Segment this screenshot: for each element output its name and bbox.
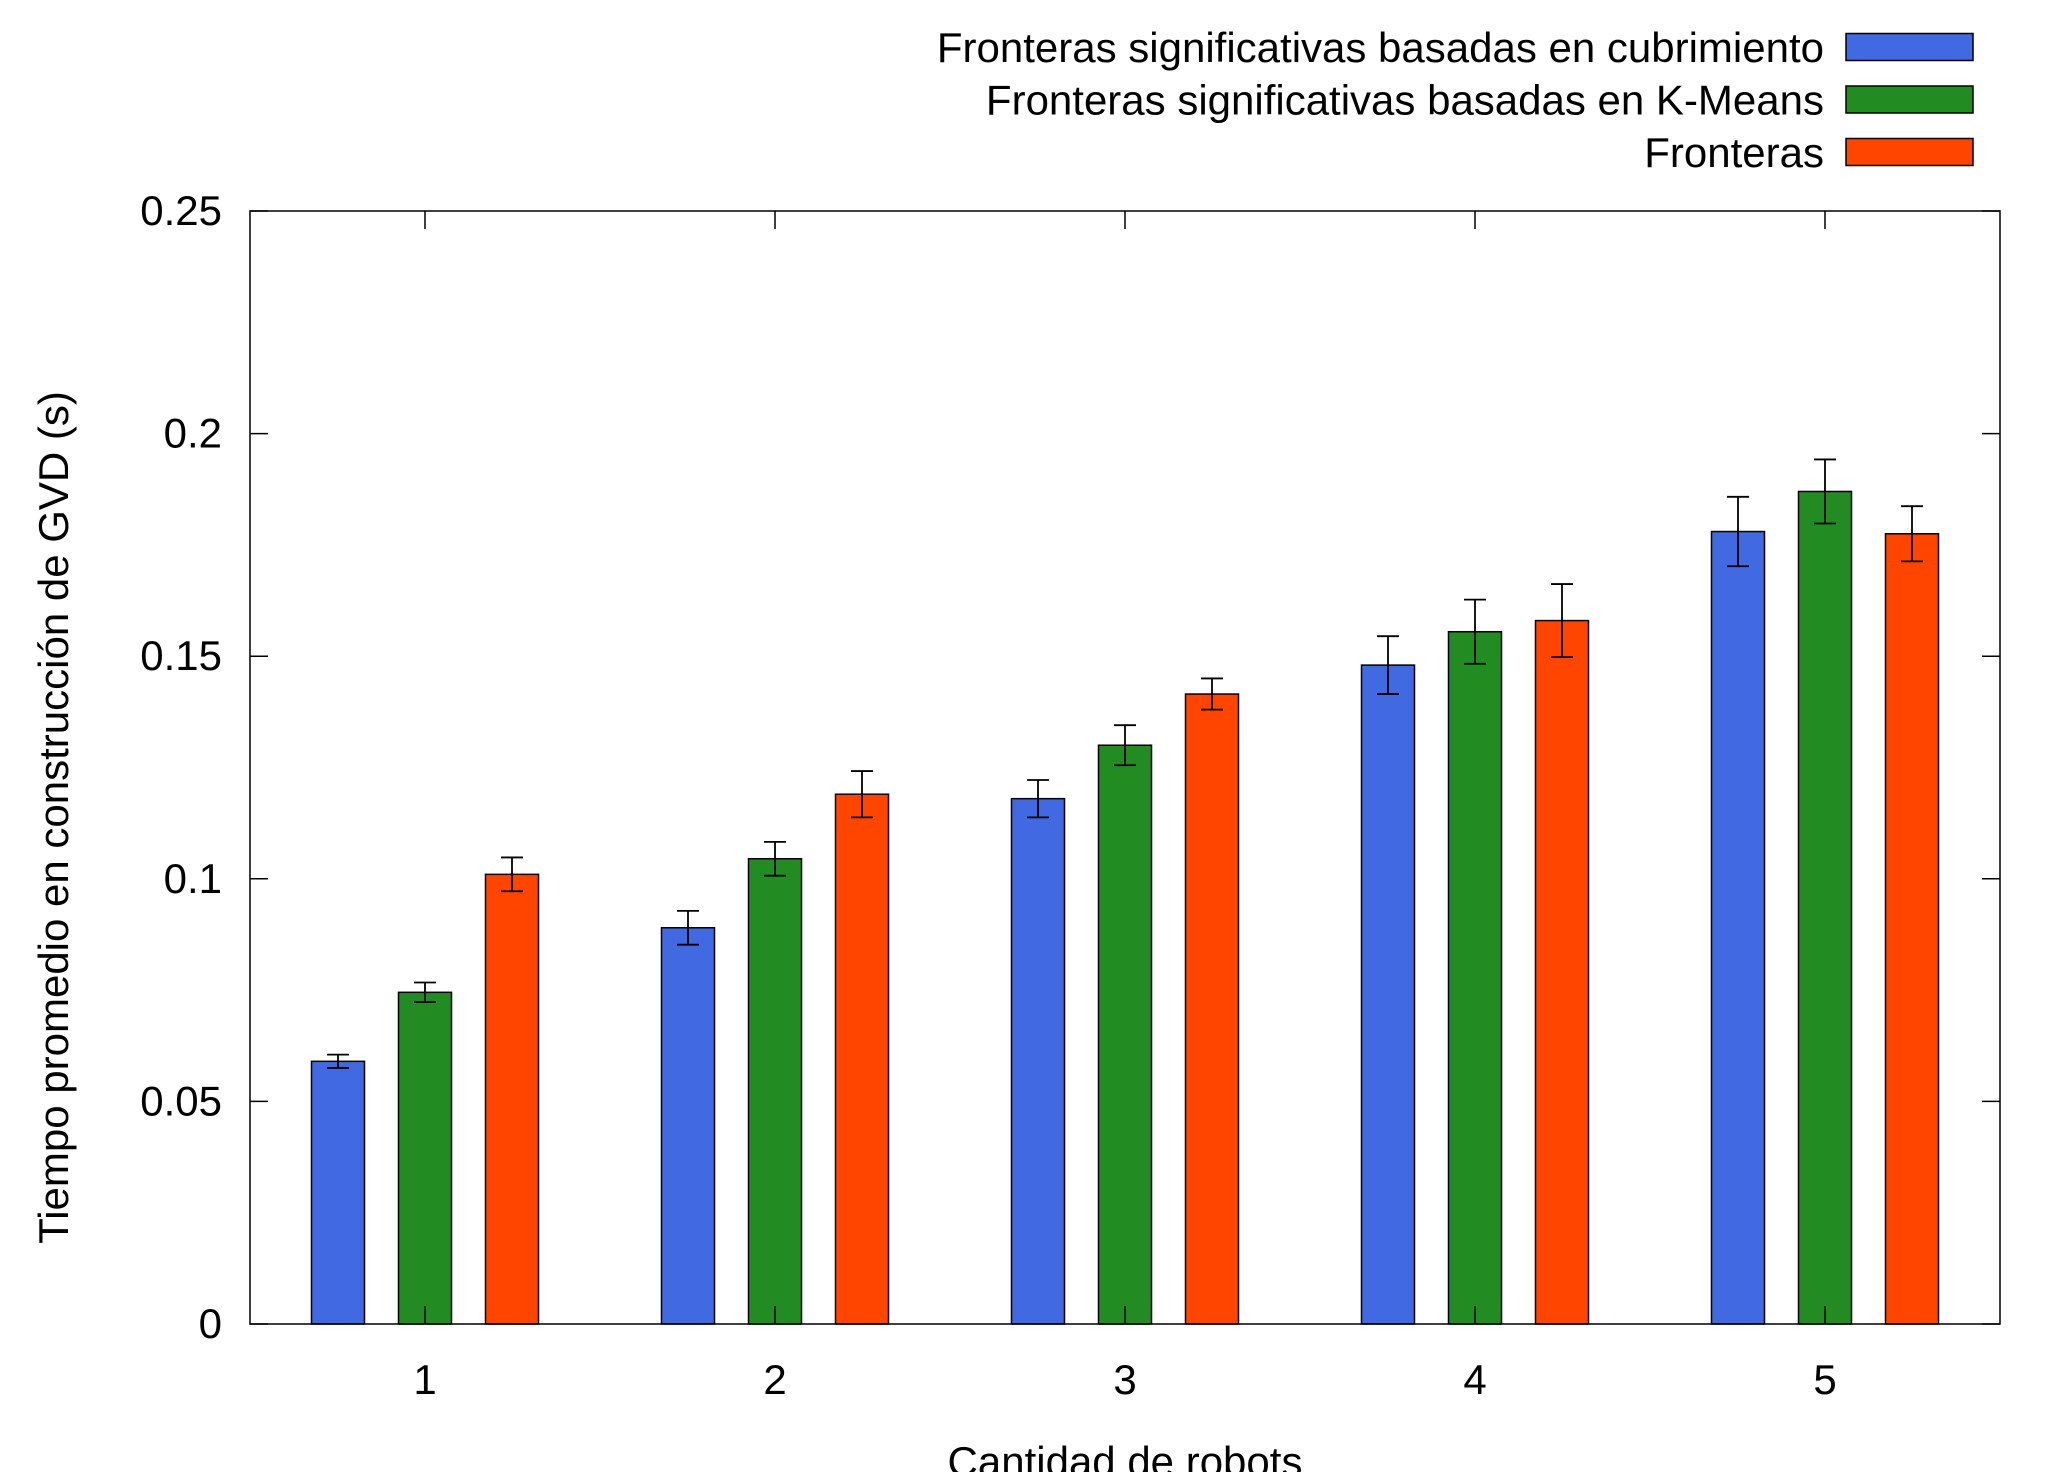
bar bbox=[1447, 630, 1503, 1325]
legend-swatch bbox=[1845, 85, 1974, 114]
y-tick-label: 0.05 bbox=[140, 1077, 222, 1124]
x-tick-label: 1 bbox=[413, 1356, 436, 1403]
y-tick-label: 0 bbox=[199, 1300, 222, 1347]
x-tick-label: 5 bbox=[1813, 1356, 1836, 1403]
x-tick-label: 3 bbox=[1113, 1356, 1136, 1403]
legend-swatch bbox=[1845, 32, 1974, 62]
legend-swatch bbox=[1845, 137, 1974, 167]
x-axis: 1 2 3 4 5 bbox=[413, 211, 1837, 1403]
y-tick-label: 0.15 bbox=[140, 632, 222, 679]
bar bbox=[310, 1060, 366, 1325]
x-tick-label: 4 bbox=[1463, 1356, 1486, 1403]
bar bbox=[1360, 664, 1416, 1325]
bar bbox=[397, 991, 453, 1325]
x-axis-label: Cantidad de robots bbox=[948, 1438, 1303, 1472]
y-tick-label: 0.25 bbox=[140, 187, 222, 234]
bar bbox=[747, 858, 803, 1325]
bar bbox=[660, 927, 716, 1325]
y-axis: 0 0.05 0.1 0.15 0.2 0.25 bbox=[140, 187, 2000, 1347]
legend-label: Fronteras bbox=[1644, 129, 1824, 176]
bar bbox=[1797, 490, 1853, 1325]
bars bbox=[310, 490, 1940, 1325]
y-axis-label: Tiempo promedio en construcción de GVD (… bbox=[30, 391, 77, 1244]
legend-label: Fronteras significativas basadas en cubr… bbox=[937, 24, 1824, 71]
x-tick-label: 2 bbox=[763, 1356, 786, 1403]
error-bars bbox=[327, 458, 1923, 1069]
legend-label: Fronteras significativas basadas en K-Me… bbox=[986, 77, 1824, 124]
bar bbox=[1010, 797, 1066, 1325]
legend: Fronteras significativas basadas en cubr… bbox=[937, 24, 1974, 176]
bar bbox=[1184, 693, 1240, 1325]
bar bbox=[1710, 530, 1766, 1325]
bar bbox=[834, 793, 890, 1325]
bar bbox=[1884, 533, 1940, 1325]
bar bbox=[1534, 619, 1590, 1325]
plot-area: 0 0.05 0.1 0.15 0.2 0.25 1 2 3 4 5 bbox=[140, 187, 2001, 1403]
bar bbox=[1097, 744, 1153, 1325]
y-tick-label: 0.1 bbox=[164, 855, 222, 902]
bar bbox=[484, 873, 540, 1325]
y-tick-label: 0.2 bbox=[164, 410, 222, 457]
